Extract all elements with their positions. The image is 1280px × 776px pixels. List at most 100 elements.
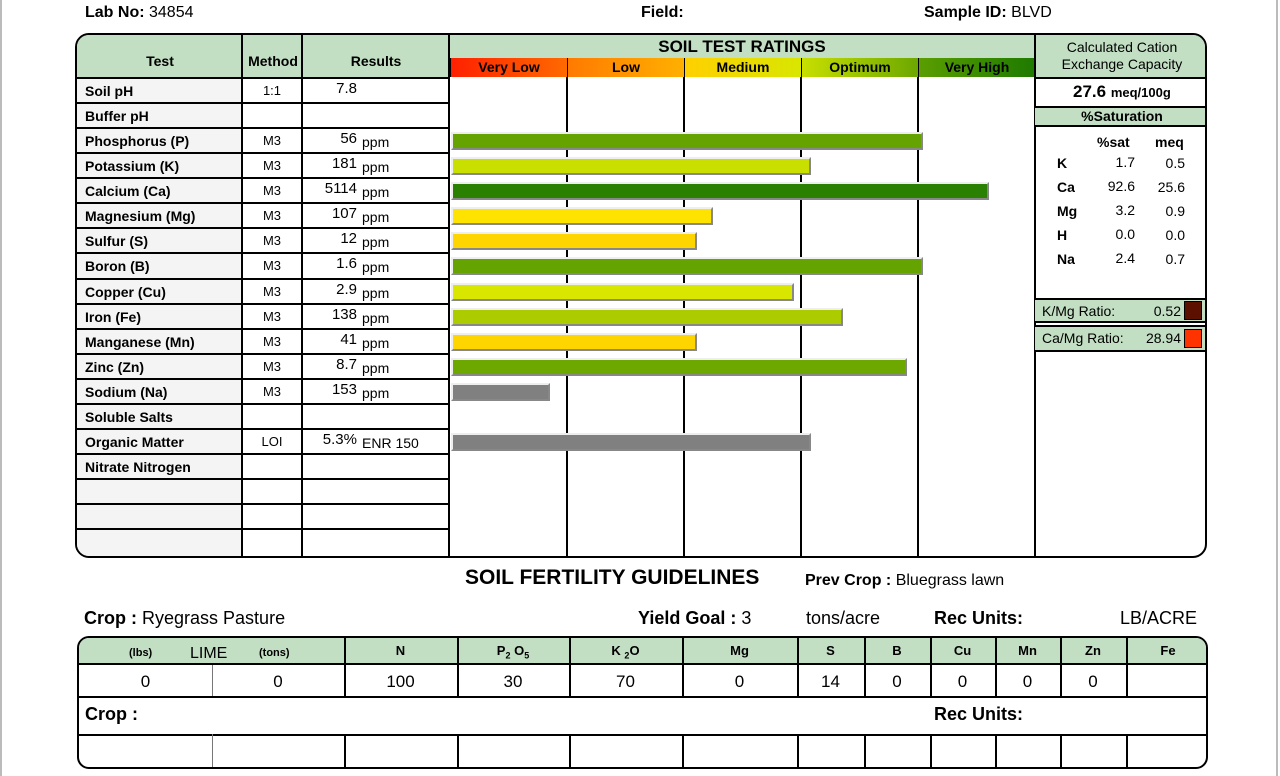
rec-value: 0 <box>892 672 902 691</box>
rec-value: 0 <box>1088 672 1098 691</box>
ion: Ca <box>1057 179 1075 195</box>
rec-value: 14 <box>821 672 840 691</box>
sat-value: 1.7 <box>1115 154 1135 170</box>
test-name: Soil pH <box>85 83 134 99</box>
test-name: Iron (Fe) <box>85 308 141 325</box>
bar-iron-fe- <box>451 307 843 326</box>
method: M3 <box>262 158 282 174</box>
result-unit: ppm <box>362 309 390 326</box>
result-value: 12 <box>340 230 357 248</box>
rating-0: Very Low <box>450 58 567 77</box>
test-name: Calcium (Ca) <box>85 183 171 200</box>
result-unit: ppm <box>362 259 390 276</box>
col-k: K 2O <box>611 643 640 661</box>
test-name: Soluble Salts <box>85 408 173 425</box>
result-unit: ppm <box>362 184 390 201</box>
result-unit: ppm <box>362 159 390 176</box>
result-unit: ppm <box>362 384 390 401</box>
ion: Mg <box>1057 203 1078 219</box>
col-mg: Mg <box>730 643 749 658</box>
col-zn: Zn <box>1085 643 1101 658</box>
camg-label: Ca/Mg Ratio: <box>1042 330 1124 346</box>
result-value: 56 <box>340 130 357 148</box>
result-value: 2.9 <box>336 280 357 298</box>
guidelines-title: SOIL FERTILITY GUIDELINES <box>465 566 760 589</box>
rec-value: 0 <box>1022 672 1033 691</box>
bar-manganese-mn- <box>451 332 697 351</box>
col-test: Test <box>146 53 174 69</box>
crop-value: Ryegrass Pasture <box>142 608 286 628</box>
yield-unit: tons/acre <box>806 608 881 628</box>
meq-value: 25.6 <box>1157 179 1185 195</box>
result-value: 8.7 <box>336 355 357 373</box>
rating-2: Medium <box>684 58 801 77</box>
field-label: Field: <box>641 4 684 21</box>
method: 1:1 <box>262 83 282 98</box>
rec-units: LB/ACRE <box>1120 608 1198 628</box>
yield-value: 3 <box>741 608 752 628</box>
bar-sodium-na- <box>451 382 551 401</box>
rec-units2-label: Rec Units: <box>934 704 1024 724</box>
col-b: B <box>892 643 902 658</box>
rating-4: Very High <box>918 58 1035 77</box>
ion: K <box>1057 155 1068 171</box>
camg-color-swatch <box>1184 329 1202 348</box>
cec-title: Calculated Cation Exchange Capacity <box>1061 39 1183 72</box>
bar-zinc-zn- <box>451 357 908 376</box>
crop-label: Crop : <box>84 608 137 628</box>
col-method: Method <box>248 53 298 69</box>
crop: Crop : Ryegrass Pasture <box>84 608 285 629</box>
test-name: Copper (Cu) <box>85 283 166 300</box>
lab-no-label: Lab No: <box>85 4 145 21</box>
rating-gridline <box>917 77 919 556</box>
soil-test-table: Test Method Results SOIL TEST RATINGS Ve… <box>75 33 1207 558</box>
bar-calcium-ca- <box>451 182 990 201</box>
col-fe: Fe <box>1160 643 1176 658</box>
bar-phosphorus-p- <box>451 132 923 151</box>
rating-3: Optimum <box>801 58 918 77</box>
col-mn: Mn <box>1018 643 1037 658</box>
result-value: 7.8 <box>336 80 357 97</box>
test-name: Potassium (K) <box>85 158 180 175</box>
lab-no-value: 34854 <box>149 4 194 21</box>
result-unit: ppm <box>362 134 390 151</box>
sat-value: 92.6 <box>1107 178 1135 194</box>
bar-potassium-k- <box>451 157 812 176</box>
method: M3 <box>262 283 282 299</box>
method: M3 <box>262 358 282 374</box>
meq-value: 0.9 <box>1165 203 1185 219</box>
rec-value: 0 <box>734 672 745 691</box>
kmg-color-swatch <box>1184 301 1202 320</box>
result-unit: ppm <box>362 234 390 251</box>
meq-value: 0.5 <box>1165 155 1185 171</box>
ratings-title: SOIL TEST RATINGS <box>658 37 826 56</box>
sat-value: 2.4 <box>1115 250 1135 266</box>
method: M3 <box>262 308 282 324</box>
test-name: Nitrate Nitrogen <box>85 459 191 476</box>
prev-crop: Prev Crop : Bluegrass lawn <box>805 572 1004 590</box>
test-name: Manganese (Mn) <box>85 333 195 350</box>
cec-unit: meq/100g <box>1110 85 1171 100</box>
prev-crop-value: Bluegrass lawn <box>895 572 1005 589</box>
cec-number: 27.6 <box>1073 82 1107 101</box>
result-value: 107 <box>331 205 357 223</box>
col-meq: meq <box>1155 134 1184 150</box>
method: M3 <box>262 208 282 224</box>
test-name: Buffer pH <box>85 108 149 125</box>
rec-value: 0 <box>957 672 968 691</box>
result-value: 1.6 <box>336 255 357 273</box>
method: M3 <box>262 233 282 249</box>
page-edge-left <box>0 0 2 776</box>
test-name: Boron (B) <box>85 258 150 275</box>
sat-value: 0.0 <box>1115 226 1135 242</box>
method: M3 <box>262 258 282 274</box>
meq-value: 0.0 <box>1165 227 1185 243</box>
test-name: Zinc (Zn) <box>85 358 145 375</box>
test-name: Organic Matter <box>85 433 184 450</box>
method: M3 <box>262 333 282 349</box>
sample-id-value: BLVD <box>1011 4 1052 21</box>
rec-value: 100 <box>386 672 415 691</box>
lime-lbs-label: (lbs) <box>129 647 153 659</box>
sample-id-label: Sample ID: <box>924 4 1007 21</box>
col-n: N <box>395 643 406 658</box>
